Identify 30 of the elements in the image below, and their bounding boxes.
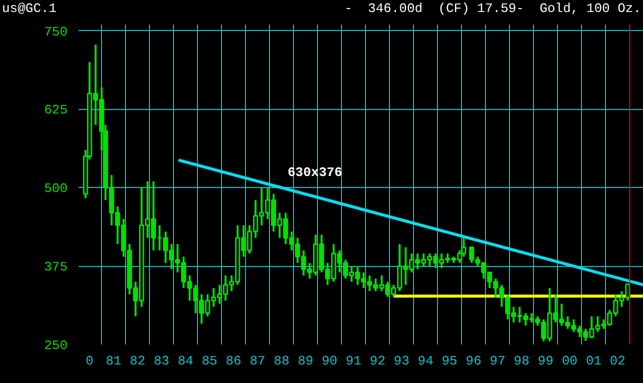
chart-subtitle: - 346.00d (CF) 17.59- Gold, 100 Oz.: [344, 0, 641, 18]
x-tick-label: 88: [274, 354, 290, 368]
x-tick-label: 83: [154, 354, 170, 368]
x-tick-label: 84: [178, 354, 194, 368]
x-tick-label: 97: [490, 354, 506, 368]
x-tick-label: 85: [202, 354, 218, 368]
x-tick-label: 91: [346, 354, 362, 368]
x-tick-label: 93: [394, 354, 410, 368]
x-tick-label: 00: [562, 354, 578, 368]
x-tick-label: 81: [106, 354, 122, 368]
x-tick-label: 82: [130, 354, 146, 368]
chart-title: us@GC.1: [2, 0, 57, 18]
x-tick-label: 92: [370, 354, 386, 368]
x-tick-label: 95: [442, 354, 458, 368]
x-tick-label: 99: [538, 354, 554, 368]
y-tick-label: 250: [44, 338, 68, 353]
x-tick-label: 89: [298, 354, 314, 368]
x-tick-label: 0: [86, 354, 94, 368]
y-tick-label: 625: [44, 102, 68, 118]
x-tick-label: 01: [586, 354, 602, 368]
x-tick-label: 98: [514, 354, 530, 368]
y-tick-label: 375: [44, 260, 68, 275]
y-tick-label: 500: [44, 181, 68, 196]
x-tick-label: 86: [226, 354, 242, 368]
y-tick-label: 750: [44, 24, 68, 40]
x-tick-label: 87: [250, 354, 266, 368]
x-tick-label: 94: [418, 354, 434, 368]
x-tick-label: 02: [610, 354, 626, 368]
x-tick-label: 90: [322, 354, 338, 368]
x-tick-label: 96: [466, 354, 482, 368]
